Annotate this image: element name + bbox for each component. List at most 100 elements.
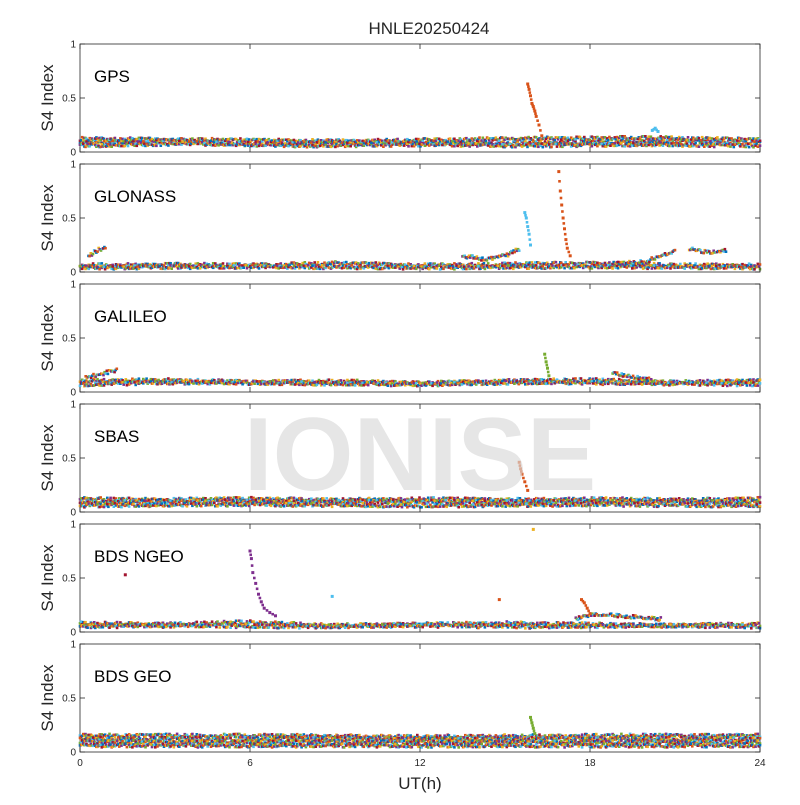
plot-area: [80, 284, 760, 392]
data-point: [668, 145, 671, 148]
data-point: [711, 265, 714, 268]
data-point: [525, 380, 528, 383]
data-point: [560, 197, 563, 200]
data-point: [565, 243, 568, 246]
data-point: [529, 244, 532, 247]
y-tick-label: 0.5: [62, 94, 76, 105]
data-point: [552, 377, 555, 380]
data-point: [569, 254, 572, 257]
data-point: [545, 360, 548, 363]
data-point: [425, 141, 428, 144]
data-point: [127, 145, 130, 148]
data-point: [82, 143, 85, 146]
data-point: [614, 142, 617, 145]
data-point: [182, 380, 185, 383]
data-point: [662, 144, 665, 147]
data-point: [557, 170, 560, 173]
data-point: [413, 265, 416, 268]
data-point: [479, 380, 482, 383]
data-point: [574, 377, 577, 380]
data-point: [724, 248, 727, 251]
data-point: [407, 145, 410, 148]
data-point: [538, 124, 541, 127]
data-point: [483, 262, 486, 265]
data-point: [436, 381, 439, 384]
data-point: [501, 143, 504, 146]
data-point: [560, 204, 563, 207]
data-point: [746, 384, 749, 387]
chart-title: HNLE20250424: [369, 19, 490, 38]
data-point: [233, 264, 236, 267]
data-point: [651, 267, 654, 270]
data-point: [532, 139, 535, 142]
data-point: [387, 384, 390, 387]
data-point: [546, 367, 549, 370]
data-point: [101, 262, 104, 265]
data-point: [449, 137, 452, 140]
data-point: [736, 139, 739, 142]
data-point: [107, 373, 110, 376]
data-point: [92, 253, 95, 256]
data-point: [258, 380, 261, 383]
panel-label: GALILEO: [94, 307, 167, 326]
data-point: [424, 262, 427, 265]
data-point: [328, 378, 331, 381]
data-point: [529, 238, 532, 241]
data-point: [138, 377, 141, 380]
data-point: [507, 264, 510, 267]
data-point: [548, 143, 551, 146]
data-point: [658, 264, 661, 267]
data-point: [527, 229, 530, 232]
data-point: [111, 140, 114, 143]
plot-area: [80, 44, 760, 152]
data-point: [759, 379, 762, 382]
data-point: [527, 267, 530, 270]
data-point: [525, 217, 528, 220]
data-point: [650, 378, 653, 381]
data-point: [324, 141, 327, 144]
data-point: [687, 136, 690, 139]
data-point: [317, 261, 320, 264]
data-point: [330, 384, 333, 387]
data-point: [487, 262, 490, 265]
data-point: [349, 145, 352, 148]
data-point: [529, 94, 532, 97]
data-point: [591, 145, 594, 148]
data-point: [523, 211, 526, 214]
data-point: [367, 384, 370, 387]
data-point: [96, 250, 99, 253]
data-point: [636, 375, 639, 378]
panel-label: GPS: [94, 67, 130, 86]
data-point: [142, 140, 145, 143]
data-point: [564, 233, 567, 236]
data-point: [242, 266, 245, 269]
data-point: [154, 380, 157, 383]
data-point: [88, 255, 91, 258]
data-point: [566, 247, 569, 250]
y-axis-label: S4 Index: [38, 184, 57, 252]
data-point: [313, 381, 316, 384]
data-point: [540, 134, 543, 137]
data-point: [547, 371, 550, 374]
data-point: [536, 119, 539, 122]
y-tick-label: 1: [70, 40, 76, 51]
data-point: [544, 357, 547, 360]
data-point: [116, 368, 119, 371]
data-point: [486, 259, 489, 262]
data-point: [644, 135, 647, 138]
data-point: [563, 227, 566, 230]
data-point: [192, 382, 195, 385]
data-point: [504, 380, 507, 383]
data-point: [632, 142, 635, 145]
data-point: [759, 140, 762, 143]
data-point: [699, 249, 702, 252]
data-point: [539, 129, 542, 132]
y-tick-label: 1: [70, 280, 76, 291]
data-point: [654, 258, 657, 261]
data-point: [484, 268, 487, 271]
data-point: [354, 384, 357, 387]
data-point: [748, 146, 751, 149]
